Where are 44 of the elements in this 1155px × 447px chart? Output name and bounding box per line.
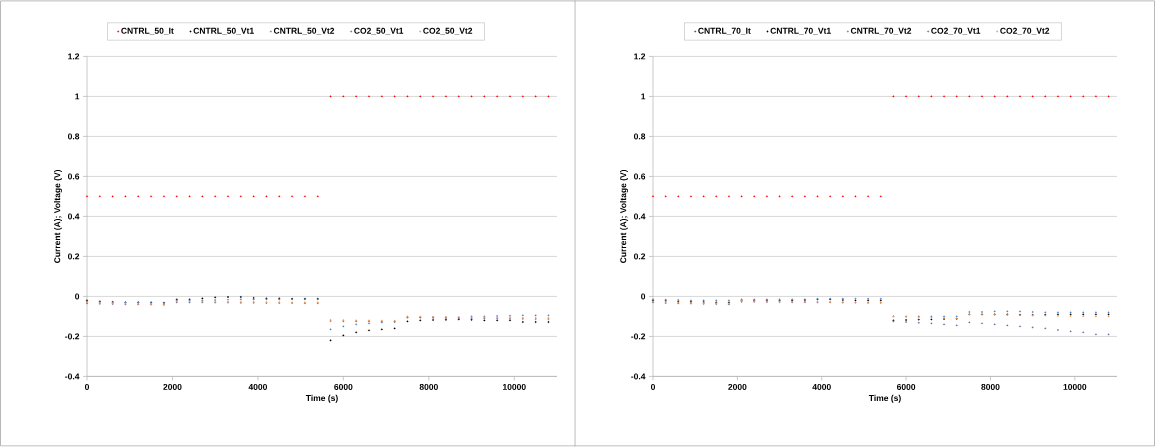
y-tick-label: -0.4 — [65, 373, 80, 380]
y-tick-label: 0.4 — [633, 213, 646, 220]
x-tick-label: 4000 — [812, 384, 831, 391]
legend-label: CNTRL_70_Vt2 — [850, 27, 912, 35]
x-tick-label: 10000 — [1063, 384, 1087, 391]
y-tick-label: 0.6 — [633, 173, 646, 180]
y-axis-title: Current (A); Voltage (V) — [620, 170, 628, 264]
x-tick-label: 2000 — [163, 384, 182, 391]
legend-label: CNTRL_50_It — [121, 27, 174, 35]
y-tick-label: 0 — [75, 293, 80, 300]
x-axis-title: Time (s) — [305, 394, 338, 403]
y-tick-label: 1 — [641, 93, 646, 100]
legend-label: CNTRL_50_Vt1 — [193, 27, 254, 35]
legend-label: CNTRL_70_Vt1 — [770, 27, 831, 35]
x-axis-title: Time (s) — [868, 394, 901, 403]
y-axis-title: Current (A); Voltage (V) — [53, 170, 62, 264]
legend-label: CNTRL_50_Vt2 — [273, 27, 335, 35]
x-tick-label: 0 — [650, 384, 656, 391]
legend-label: CO2_70_Vt1 — [931, 27, 981, 35]
y-tick-label: 0.2 — [633, 253, 646, 260]
y-tick-label: 1.2 — [68, 53, 80, 60]
y-tick-label: 0.8 — [67, 133, 80, 140]
y-tick-label: 0.6 — [67, 173, 80, 180]
y-tick-label: 0.4 — [67, 213, 80, 220]
x-tick-label: 2000 — [728, 384, 747, 391]
x-tick-label: 8000 — [419, 384, 438, 391]
y-tick-label: -0.4 — [631, 373, 646, 380]
x-tick-label: 6000 — [334, 384, 353, 391]
x-tick-label: 4000 — [248, 384, 268, 391]
y-tick-label: -0.2 — [631, 333, 646, 340]
legend-label: CO2_70_Vt2 — [1000, 27, 1050, 35]
x-tick-label: 0 — [84, 384, 90, 391]
y-tick-label: 1 — [75, 93, 80, 100]
y-tick-label: -0.2 — [65, 333, 80, 340]
y-tick-label: 0.2 — [67, 253, 80, 260]
legend-label: CO2_50_Vt1 — [354, 27, 404, 35]
y-tick-label: 0 — [641, 293, 646, 300]
x-tick-label: 6000 — [896, 384, 916, 391]
x-tick-label: 8000 — [981, 384, 1000, 391]
y-tick-label: 1.2 — [634, 53, 646, 60]
y-tick-label: 0.8 — [633, 133, 646, 140]
legend-label: CO2_50_Vt2 — [423, 27, 473, 35]
legend-label: CNTRL_70_It — [698, 27, 751, 35]
x-tick-label: 10000 — [503, 384, 526, 391]
